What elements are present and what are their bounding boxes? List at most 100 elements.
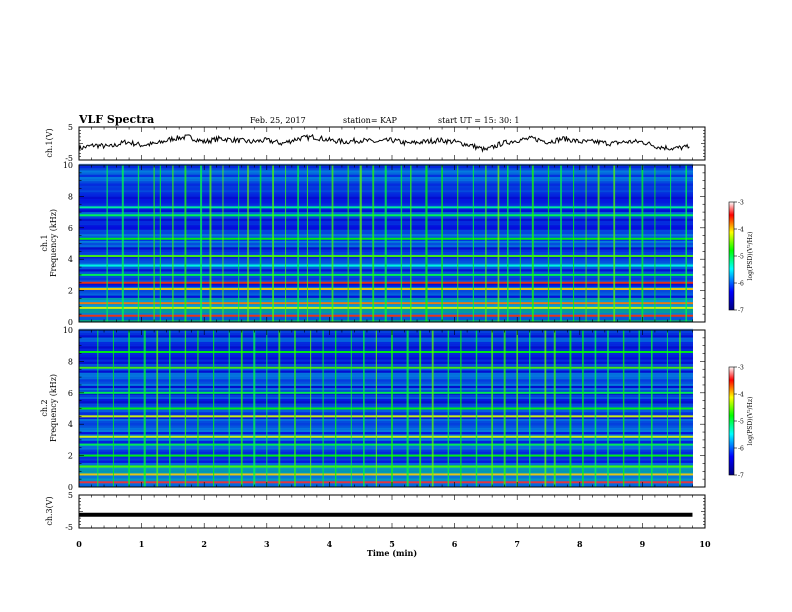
frequency-tick-label: 0: [68, 318, 73, 327]
spectrogram-row: [79, 410, 693, 413]
ch1-spectrogram-panel: 0 2 4 6 8 10 ch.1 Frequency (kHz): [40, 161, 706, 327]
colorbar-tick-label: -7: [738, 473, 744, 480]
spectrogram-row: [79, 449, 693, 452]
ch1-spectrogram-ylabel-frequency: Frequency (kHz): [49, 209, 58, 277]
ch1-frequency-tick-labels: 0 2 4 6 8 10: [63, 161, 73, 327]
spectrogram-row: [79, 451, 693, 455]
spectrogram-band: [79, 415, 693, 418]
spectrogram-row: [79, 385, 693, 389]
spectrogram-row: [79, 458, 693, 461]
spectrogram-row: [79, 344, 693, 347]
spectrogram-row: [79, 394, 693, 397]
ch1-voltage-ticks: [78, 126, 706, 161]
spectrogram-row: [79, 346, 693, 349]
colorbar-tick-label: -5: [738, 254, 744, 261]
spectrogram-row: [79, 390, 693, 393]
spectrogram-row: [79, 462, 693, 466]
spectrogram-row: [79, 370, 693, 373]
figure-title: VLF Spectra: [78, 113, 154, 126]
time-tick-label: 10: [699, 539, 711, 549]
spectrogram-row: [79, 399, 693, 402]
spectrogram-row: [79, 412, 693, 415]
spectrogram-row: [79, 352, 693, 356]
time-tick-label: 8: [577, 539, 583, 549]
time-tick-label: 7: [514, 539, 520, 549]
spectrogram-row: [79, 434, 693, 437]
spectrogram-row: [79, 368, 693, 371]
ch1-voltage-ylabel: ch.1(V): [45, 128, 54, 157]
spectrogram-row: [79, 341, 693, 345]
time-tick-label: 1: [139, 539, 145, 549]
frequency-tick-label: 0: [68, 483, 73, 492]
start-time-label: start UT = 15: 30: 1: [438, 116, 519, 125]
spectrogram-row: [79, 337, 693, 340]
ch3-voltage-ticks: [78, 494, 706, 529]
ch2-colorbar-ticks: -3 -4 -5 -6 -7: [734, 365, 744, 480]
ch1-colorbar-label: log(PSD)(V²/Hz): [747, 232, 754, 281]
spectrogram-row: [79, 357, 693, 360]
ch1-ytick-bottom: -5: [65, 154, 73, 163]
spectrogram-row: [79, 388, 693, 391]
spectrogram-band: [79, 435, 693, 438]
spectrogram-row: [79, 440, 693, 444]
spectrogram-band: [79, 407, 693, 410]
spectrogram-row: [79, 361, 693, 364]
spectrogram-row: [79, 401, 693, 404]
frequency-tick-label: 10: [63, 326, 73, 335]
spectrogram-row: [79, 432, 693, 435]
spectrogram-band: [79, 465, 693, 468]
spectrogram-row: [79, 469, 693, 472]
colorbar-tick-label: -3: [738, 365, 744, 372]
frequency-tick-label: 6: [68, 224, 73, 233]
ch2-colorbar-label: log(PSD)(V²/Hz): [747, 397, 754, 446]
ch2-colorbar-scale: [728, 366, 735, 476]
spectrogram-row: [79, 333, 693, 336]
colorbar-tick-label: -5: [738, 419, 744, 426]
spectrogram-row: [79, 425, 693, 428]
ch1-voltage-trace: [78, 133, 690, 153]
frequency-tick-label: 8: [68, 357, 73, 366]
spectrogram-row: [79, 429, 693, 433]
colorbar-tick-label: -4: [738, 392, 744, 399]
ch1-colorbar: -3 -4 -5 -6 -7 log(PSD)(V²/Hz): [728, 200, 754, 315]
ch2-spectrogram-panel: 0 2 4 6 8 10 ch.2 Frequency (kHz): [40, 326, 706, 492]
spectrogram-row: [79, 330, 693, 334]
ch3-ytick-bottom: -5: [65, 523, 73, 532]
frequency-tick-label: 6: [68, 389, 73, 398]
spectrogram-row: [79, 438, 693, 441]
ch3-ytick-top: 5: [68, 491, 73, 500]
spectrogram-row: [79, 335, 693, 338]
ch1-spectrogram-ticks: [78, 164, 706, 323]
ch1-ytick-top: 5: [68, 123, 73, 132]
spectrogram-row: [79, 355, 693, 358]
spectrogram-row: [79, 460, 693, 463]
colorbar-tick-label: -6: [738, 281, 744, 288]
ch1-colorbar-ticks: -3 -4 -5 -6 -7: [734, 200, 744, 315]
spectrogram-row: [79, 372, 693, 375]
time-tick-label: 5: [389, 539, 395, 549]
ch2-spectrogram-ticks: [78, 329, 706, 488]
frequency-tick-label: 4: [68, 420, 73, 429]
spectrogram-band: [79, 366, 693, 369]
frequency-tick-label: 2: [68, 452, 73, 461]
ch2-spectrogram-ylabel-channel: ch.2: [40, 399, 49, 416]
time-axis-label: Time (min): [367, 548, 417, 558]
spectrogram-row: [79, 381, 693, 384]
spectrogram-row: [79, 416, 693, 419]
spectrogram-row: [79, 482, 693, 485]
spectrogram-row: [79, 423, 693, 426]
ch1-spectrogram-ylabel-channel: ch.1: [40, 234, 49, 251]
spectrogram-row: [79, 421, 693, 424]
time-tick-label: 2: [201, 539, 207, 549]
spectrogram-row: [79, 427, 693, 430]
date-label: Feb. 25, 2017: [250, 116, 306, 125]
spectrogram-band: [79, 443, 693, 446]
ch1-spectrogram: [79, 163, 693, 322]
colorbar-tick-label: -3: [738, 200, 744, 207]
frequency-tick-label: 10: [63, 161, 73, 170]
frequency-tick-label: 8: [68, 192, 73, 201]
spectrogram-row: [79, 456, 693, 459]
ch3-voltage-ylabel: ch.3(V): [45, 496, 54, 525]
time-tick-label: 4: [327, 539, 333, 549]
